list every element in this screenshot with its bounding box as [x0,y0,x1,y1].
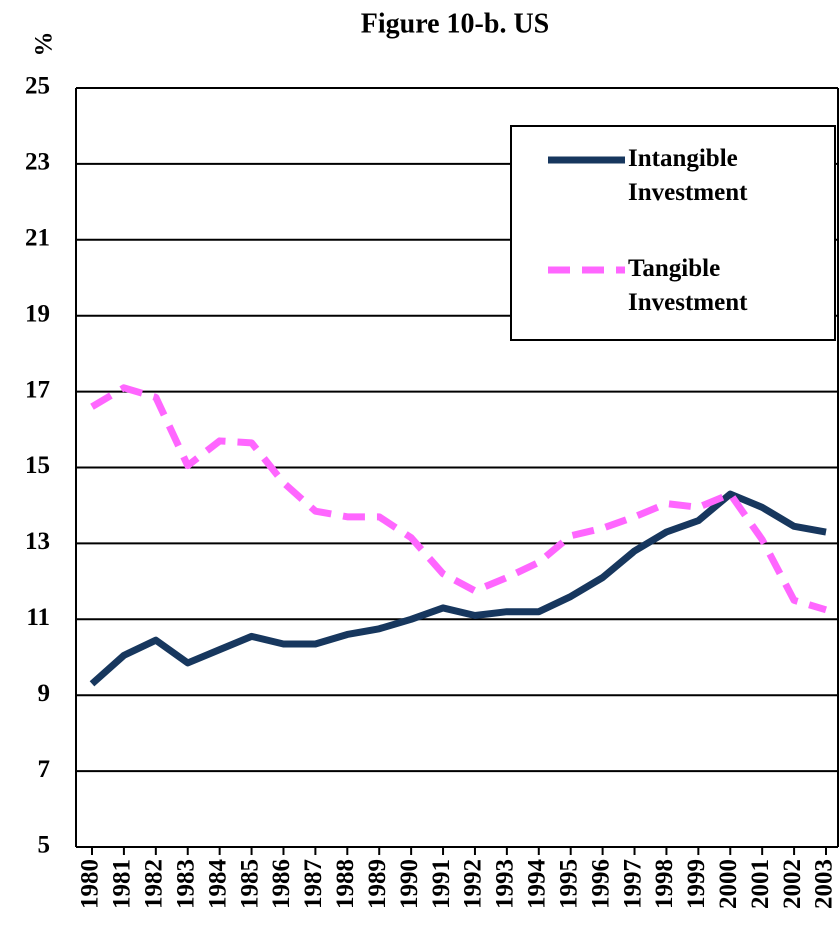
y-tick-label: 11 [26,604,50,631]
y-tick-label: 15 [25,452,50,479]
y-tick-label: 21 [25,225,50,252]
legend-label-line: Intangible [628,145,738,172]
x-tick-label: 1984 [204,859,231,910]
y-tick-label: 17 [25,376,50,403]
x-tick-label: 1998 [651,859,678,909]
x-tick-label: 1992 [460,859,487,909]
x-tick-label: 1988 [332,859,359,909]
y-axis-label: % [31,32,58,57]
x-tick-label: 2002 [779,859,806,909]
x-tick-label: 2003 [811,859,838,909]
data-line [90,384,827,614]
legend-label-line: Investment [628,179,748,206]
x-tick-label: 1981 [109,859,136,909]
y-tick-label: 19 [25,300,50,327]
x-tick-label: 1991 [428,859,455,909]
data-line [89,490,827,687]
chart-title: Figure 10-b. US [361,8,550,39]
y-tick-label: 5 [38,832,51,859]
x-tick-label: 1982 [141,859,168,909]
y-tick-label: 13 [25,528,50,555]
x-tick-label: 1994 [524,859,551,910]
x-tick-label: 1985 [236,859,263,909]
x-tick-label: 1987 [300,859,327,909]
x-tick-label: 2001 [747,859,774,909]
y-tick-label: 9 [38,680,51,707]
x-tick-label: 1995 [555,859,582,909]
x-tick-label: 1997 [619,859,646,909]
x-tick-label: 1990 [396,859,423,909]
x-tick-label: 1986 [268,859,295,909]
x-tick-label: 2000 [715,859,742,909]
x-tick-label: 1980 [77,859,104,909]
x-tick-label: 1983 [172,859,199,909]
y-tick-label: 25 [25,73,50,100]
legend-label-line: Investment [628,289,748,316]
legend-label: Intangible Investment [628,145,748,206]
x-tick-label: 1993 [492,859,519,909]
legend-label-line: Tangible [628,255,720,282]
x-tick-label: 1989 [364,859,391,909]
y-tick-label: 23 [25,149,50,176]
y-tick-label: 7 [38,756,51,783]
legend-label: Tangible Investment [628,255,748,316]
x-tick-label: 1999 [683,859,710,909]
x-tick-label: 1996 [587,859,614,909]
